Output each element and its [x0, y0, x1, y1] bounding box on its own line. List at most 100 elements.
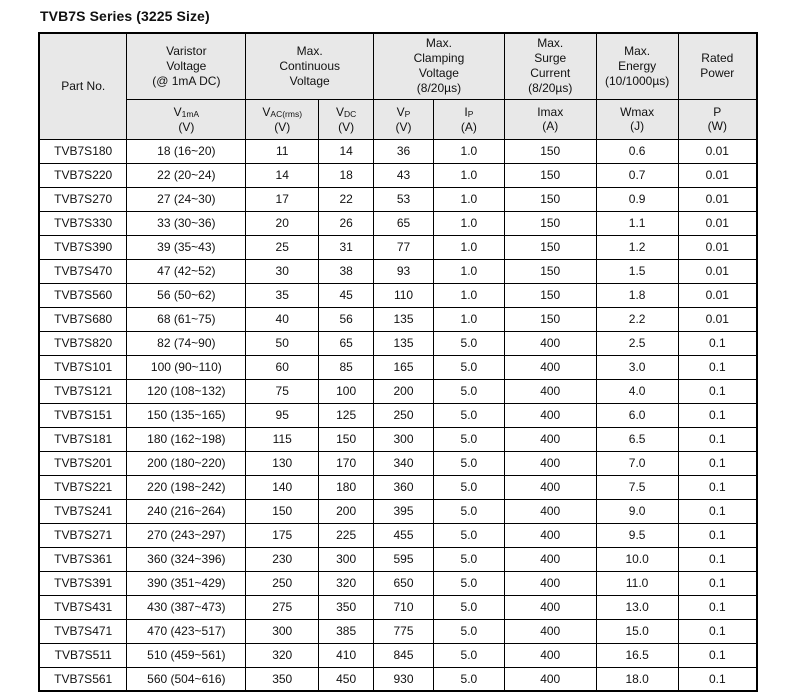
- value-cell: 2.2: [595, 306, 679, 332]
- value-cell: 5.0: [432, 402, 505, 428]
- value-cell: 1.0: [432, 162, 505, 188]
- value-cell: 22: [318, 186, 375, 212]
- value-cell: 360 (324~396): [126, 546, 247, 572]
- value-cell: 93: [373, 258, 434, 284]
- value-cell: 0.01: [677, 162, 758, 188]
- value-cell: 5.0: [432, 498, 505, 524]
- value-cell: 22 (20~24): [126, 162, 247, 188]
- value-cell: 250: [373, 402, 434, 428]
- value-cell: 775: [373, 618, 434, 644]
- value-cell: 400: [503, 426, 597, 452]
- value-cell: 200 (180~220): [126, 450, 247, 476]
- value-cell: 6.5: [595, 426, 679, 452]
- value-cell: 0.01: [677, 234, 758, 260]
- value-cell: 130: [245, 450, 320, 476]
- table-row: TVB7S270 27 (24~30) 17 22 53 1.0 150 0.9 0.01: [38, 186, 758, 212]
- value-cell: 845: [373, 642, 434, 668]
- part-number-cell: TVB7S241: [38, 498, 128, 524]
- value-cell: 33 (30~36): [126, 210, 247, 236]
- spec-table: Part No. Varistor Voltage (@ 1mA DC) Max. Con…: [38, 32, 758, 692]
- value-cell: 18.0: [595, 666, 679, 692]
- value-cell: 0.1: [677, 402, 758, 428]
- value-cell: 15.0: [595, 618, 679, 644]
- value-cell: 340: [373, 450, 434, 476]
- value-cell: 135: [373, 330, 434, 356]
- header-group-row: Part No. Varistor Voltage (@ 1mA DC) Max. Con…: [38, 32, 758, 140]
- value-cell: 400: [503, 354, 597, 380]
- value-cell: 110: [373, 282, 434, 308]
- value-cell: 930: [373, 666, 434, 692]
- value-cell: 5.0: [432, 474, 505, 500]
- table-header: Part No. Varistor Voltage (@ 1mA DC) Max. Con…: [38, 32, 758, 140]
- value-cell: 65: [373, 210, 434, 236]
- value-cell: 6.0: [595, 402, 679, 428]
- value-cell: 0.7: [595, 162, 679, 188]
- value-cell: 0.6: [595, 138, 679, 164]
- value-cell: 385: [318, 618, 375, 644]
- value-cell: 5.0: [432, 594, 505, 620]
- value-cell: 0.01: [677, 306, 758, 332]
- value-cell: 5.0: [432, 450, 505, 476]
- table-row: TVB7S820 82 (74~90) 50 65 135 5.0 400 2.5 0.1: [38, 330, 758, 356]
- table-row: TVB7S220 22 (20~24) 14 18 43 1.0 150 0.7 0.01: [38, 162, 758, 188]
- value-cell: 710: [373, 594, 434, 620]
- value-cell: 300: [318, 546, 375, 572]
- value-cell: 1.0: [432, 234, 505, 260]
- value-cell: 240 (216~264): [126, 498, 247, 524]
- column-group-header: Part No.: [38, 32, 128, 140]
- column-symbol-header: VP (V): [373, 98, 434, 140]
- column-group-header: Max. Surge Current (8/20µs): [503, 32, 597, 100]
- column-symbol-header: IP (A): [432, 98, 505, 140]
- value-cell: 45: [318, 282, 375, 308]
- value-cell: 1.8: [595, 282, 679, 308]
- column-symbol-header: V1mA (V): [126, 98, 247, 140]
- column-symbol-header: VAC(rms) (V): [245, 98, 320, 140]
- column-group-header: Max. Energy (10/1000µs): [595, 32, 679, 100]
- value-cell: 0.01: [677, 138, 758, 164]
- value-cell: 170: [318, 450, 375, 476]
- value-cell: 27 (24~30): [126, 186, 247, 212]
- part-number-cell: TVB7S470: [38, 258, 128, 284]
- column-symbol-header: Wmax (J): [595, 98, 679, 140]
- value-cell: 7.5: [595, 474, 679, 500]
- value-cell: 150: [318, 426, 375, 452]
- table-row: TVB7S221 220 (198~242) 140 180 360 5.0 400 7.5 0…: [38, 474, 758, 500]
- value-cell: 1.0: [432, 186, 505, 212]
- table-row: TVB7S201 200 (180~220) 130 170 340 5.0 400 7.0 0…: [38, 450, 758, 476]
- value-cell: 1.0: [432, 210, 505, 236]
- value-cell: 400: [503, 594, 597, 620]
- value-cell: 400: [503, 378, 597, 404]
- part-number-cell: TVB7S471: [38, 618, 128, 644]
- value-cell: 5.0: [432, 426, 505, 452]
- value-cell: 11.0: [595, 570, 679, 596]
- part-number-cell: TVB7S561: [38, 666, 128, 692]
- part-number-cell: TVB7S101: [38, 354, 128, 380]
- value-cell: 250: [245, 570, 320, 596]
- value-cell: 11: [245, 138, 320, 164]
- part-number-cell: TVB7S820: [38, 330, 128, 356]
- value-cell: 150: [245, 498, 320, 524]
- value-cell: 5.0: [432, 522, 505, 548]
- value-cell: 0.1: [677, 450, 758, 476]
- value-cell: 5.0: [432, 618, 505, 644]
- value-cell: 10.0: [595, 546, 679, 572]
- part-number-cell: TVB7S151: [38, 402, 128, 428]
- value-cell: 140: [245, 474, 320, 500]
- value-cell: 68 (61~75): [126, 306, 247, 332]
- value-cell: 560 (504~616): [126, 666, 247, 692]
- table-row: TVB7S391 390 (351~429) 250 320 650 5.0 400 11.0…: [38, 570, 758, 596]
- value-cell: 430 (387~473): [126, 594, 247, 620]
- value-cell: 20: [245, 210, 320, 236]
- value-cell: 5.0: [432, 642, 505, 668]
- value-cell: 400: [503, 450, 597, 476]
- value-cell: 400: [503, 642, 597, 668]
- value-cell: 455: [373, 522, 434, 548]
- value-cell: 1.5: [595, 258, 679, 284]
- table-row: TVB7S330 33 (30~36) 20 26 65 1.0 150 1.1 0.01: [38, 210, 758, 236]
- page-title: TVB7S Series (3225 Size): [40, 8, 210, 24]
- value-cell: 0.1: [677, 546, 758, 572]
- value-cell: 650: [373, 570, 434, 596]
- part-number-cell: TVB7S220: [38, 162, 128, 188]
- part-number-cell: TVB7S330: [38, 210, 128, 236]
